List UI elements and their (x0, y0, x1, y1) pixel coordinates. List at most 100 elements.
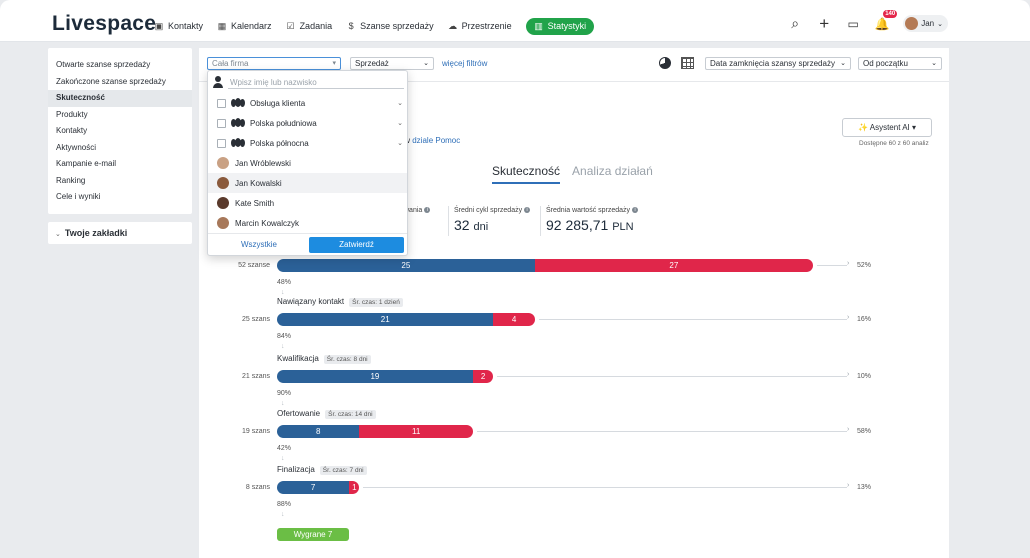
chevron-down-icon: ⌄ (423, 60, 429, 67)
contacts-icon: ▣ (154, 20, 164, 31)
add-icon[interactable]: + (819, 13, 830, 33)
lost-bar-segment[interactable]: 1 (349, 481, 360, 494)
won-bar-segment[interactable]: 21 (277, 313, 494, 326)
chevron-down-icon[interactable]: ⌄ (397, 100, 403, 107)
sidebar-item[interactable]: Skuteczność (48, 90, 192, 107)
table-view-icon[interactable] (681, 57, 694, 69)
chevron-down-icon: ⌄ (55, 231, 61, 238)
kpi-divider (540, 206, 541, 236)
pie-chart-icon[interactable] (659, 57, 671, 69)
nav-item-calendar[interactable]: ▦ Kalendarz (217, 17, 272, 35)
checkbox[interactable] (217, 118, 226, 128)
stage-title: Kwalifikacja (277, 354, 319, 363)
chevron-down-icon[interactable]: ⌄ (397, 140, 403, 147)
nav-item-contacts[interactable]: ▣ Kontakty (154, 17, 203, 35)
lost-bar-segment[interactable]: 4 (493, 313, 535, 326)
person-option[interactable]: Jan Wróblewski (208, 153, 407, 173)
person-option[interactable]: Jan Kowalski (208, 173, 407, 193)
lost-bar-segment[interactable]: 11 (359, 425, 473, 438)
lost-bar-segment[interactable]: 27 (534, 259, 813, 272)
conversion-rate: 42% (277, 445, 292, 452)
group-icon (231, 118, 245, 128)
stage-name: Nawiązany kontakt Śr. czas: 1 dzień (277, 297, 403, 307)
ai-assistant-button[interactable]: ✨ Asystent AI ▾ (842, 118, 932, 137)
name-search-input[interactable] (228, 76, 404, 89)
sidebar-item[interactable]: Aktywności (56, 142, 97, 152)
stage-count: 8 szans (245, 484, 270, 491)
nav-item-stats[interactable]: ▥ Statystyki (525, 17, 595, 35)
period-value: Od początku (863, 59, 908, 68)
sidebar-item[interactable]: Ranking (56, 175, 86, 185)
arrow-right-icon: › (847, 314, 850, 321)
period-select[interactable]: Od początku ⌄ (858, 57, 942, 70)
nav-item-tasks[interactable]: ☑ Zadania (286, 17, 333, 35)
group-option[interactable]: Polska południowa ⌄ (208, 113, 407, 133)
kpi-value: 92 285,71 PLN (546, 217, 638, 233)
kpi-label: wania (404, 207, 423, 214)
sidebar-item[interactable]: Cele i wyniki (56, 192, 101, 201)
kpi-label: Średni cykl sprzedaży (454, 207, 523, 214)
won-bar-segment[interactable]: 7 (277, 481, 350, 494)
nav-item-dollar[interactable]: $ Szanse sprzedaży (346, 17, 434, 35)
help-link[interactable]: dziale Pomoc (412, 136, 461, 145)
confirm-button[interactable]: Zatwierdź (309, 237, 404, 253)
won-bar-segment[interactable]: 25 (277, 259, 535, 272)
info-icon[interactable]: i (424, 207, 431, 213)
person-label: Kate Smith (235, 198, 275, 208)
sales-filter-select[interactable]: Sprzedaż ⌄ (350, 57, 434, 70)
bookmarks-section[interactable]: ⌄ Twoje zakładki (48, 222, 192, 244)
company-filter-select[interactable]: Cała firma ▾ (207, 57, 341, 70)
info-icon[interactable]: i (524, 207, 531, 213)
group-icon (231, 138, 245, 148)
stage-count: 19 szans (241, 428, 270, 435)
dropdown-list: Obsługa klienta ⌄ Polska południowa ⌄ Polska… (208, 93, 407, 233)
stage-time-badge: Śr. czas: 1 dzień (349, 298, 403, 307)
sidebar-item[interactable]: Produkty (56, 109, 88, 119)
bell-icon[interactable]: 🔔 140 (874, 9, 898, 31)
won-badge[interactable]: Wygrane 7 (277, 528, 349, 541)
avatar (217, 197, 229, 209)
won-bar-segment[interactable]: 19 (277, 370, 473, 383)
messages-icon[interactable]: ▭ (847, 16, 859, 31)
checkbox[interactable] (217, 98, 226, 108)
group-label: Obsługa klienta (250, 98, 306, 108)
chevron-down-icon[interactable]: ⌄ (397, 120, 403, 127)
sidebar-item[interactable]: Zakończone szanse sprzedaży (56, 76, 166, 86)
info-icon[interactable]: i (632, 207, 638, 213)
lost-bar-segment[interactable]: 2 (472, 370, 494, 383)
person-option[interactable]: Kate Smith (208, 193, 407, 213)
stage-time-badge: Śr. czas: 7 dni (319, 466, 367, 475)
more-filters-link[interactable]: więcej filtrów (442, 59, 488, 68)
calendar-icon: ▦ (217, 20, 227, 31)
sidebar-item[interactable]: Kampanie e-mail (56, 159, 117, 168)
sidebar-item[interactable]: Kontakty (56, 126, 88, 135)
stage-time-badge: Śr. czas: 8 dni (323, 355, 371, 364)
group-option[interactable]: Obsługa klienta ⌄ (208, 93, 407, 113)
won-bar-segment[interactable]: 8 (277, 425, 360, 438)
stage-name: Finalizacja Śr. czas: 7 dni (277, 465, 367, 475)
nav-label: Szanse sprzedaży (360, 21, 434, 31)
sidebar-item[interactable]: Otwarte szanse sprzedaży (56, 60, 151, 69)
trend-line (538, 319, 847, 320)
nav-item-cloud[interactable]: ☁ Przestrzenie (448, 17, 512, 35)
date-field-select[interactable]: Data zamknięcia szansy sprzedaży ⌄ (705, 57, 851, 70)
tab-skutecznosc[interactable]: Skuteczność (492, 164, 561, 184)
person-label: Marcin Kowalczyk (235, 218, 300, 228)
select-all-button[interactable]: Wszystkie (241, 240, 277, 249)
kpi-unit: dni (473, 221, 489, 233)
dollar-icon: $ (348, 21, 354, 31)
group-option[interactable]: Polska północna ⌄ (208, 133, 407, 153)
user-menu[interactable]: Jan ⌄ (903, 15, 948, 32)
tab-analiza-dzialan[interactable]: Analiza działań (572, 164, 653, 178)
arrow-down-icon: ↓ (281, 455, 285, 462)
view-tabs: Skuteczność Analiza działań (492, 164, 653, 184)
sales-filter-value: Sprzedaż (355, 59, 389, 68)
person-option[interactable]: Marcin Kowalczyk (208, 213, 407, 233)
sales-funnel: ni Wygrane 7 52 szanse2527›52%48%↓Nawiąz… (199, 244, 949, 554)
caret-down-icon: ▾ (332, 60, 336, 67)
kpi-divider (448, 206, 449, 236)
app-logo[interactable]: Livespace (52, 12, 157, 35)
search-icon[interactable]: ⌕ (791, 15, 800, 31)
nav-label: Przestrzenie (461, 21, 512, 31)
checkbox[interactable] (217, 138, 226, 148)
